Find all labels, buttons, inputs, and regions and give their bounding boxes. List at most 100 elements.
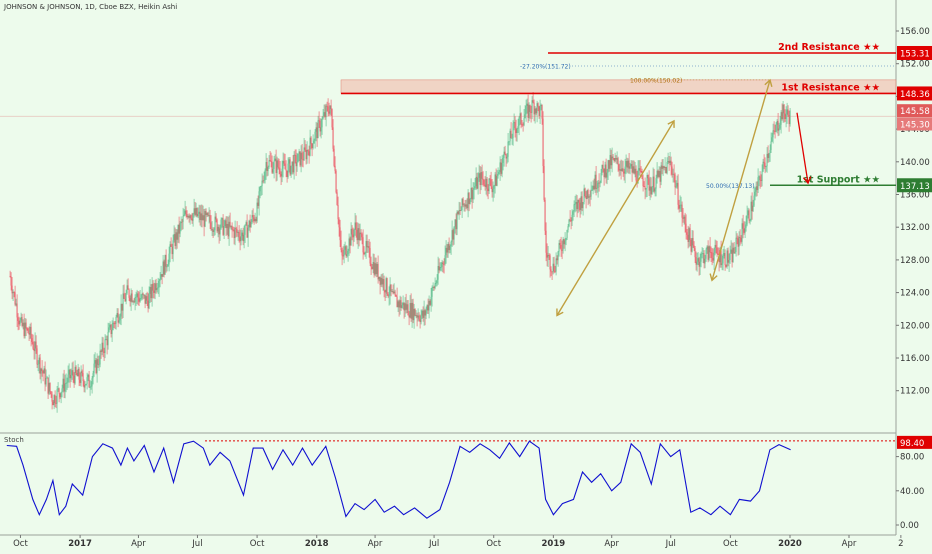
candle-body (304, 147, 306, 150)
candle-body (251, 215, 253, 222)
candle-body (593, 185, 595, 190)
candle-body (392, 290, 394, 294)
candle-body (381, 277, 383, 285)
candle-body (455, 219, 457, 230)
candle-body (63, 378, 65, 392)
candle-body (395, 295, 397, 297)
candle-body (98, 364, 100, 366)
candle-body (253, 217, 255, 222)
candle-body (559, 243, 561, 245)
candle-body (397, 301, 399, 308)
candle-body (282, 160, 284, 169)
candle-body (590, 190, 592, 197)
candle-body (594, 174, 596, 190)
projection-arrow (796, 112, 809, 184)
candle-body (312, 143, 314, 149)
projection-arrow-head (802, 176, 812, 185)
candle-body (582, 202, 584, 209)
candle-body (586, 190, 588, 200)
candle-body (115, 316, 117, 324)
candle-body (363, 252, 365, 255)
candle-body (66, 382, 68, 384)
candle-body (774, 130, 776, 132)
candle-body (579, 202, 581, 210)
candle-body (725, 265, 727, 267)
candle-body (667, 160, 669, 162)
candle-body (402, 302, 404, 306)
candle-body (698, 258, 700, 267)
candle-body (315, 127, 317, 132)
candle-body (781, 112, 783, 120)
candle-body (591, 189, 593, 191)
candle-body (656, 170, 658, 179)
candle-body (676, 182, 678, 187)
candles-group (9, 91, 791, 413)
candle-body (264, 170, 266, 181)
candle-body (515, 128, 517, 134)
candle-body (233, 229, 235, 239)
candle-body (769, 149, 771, 154)
candle-body (596, 187, 598, 189)
candle-body (709, 246, 711, 253)
candle-body (210, 222, 212, 230)
candle-body (288, 159, 290, 164)
candle-body (645, 188, 647, 190)
candle-body (246, 222, 248, 238)
candle-body (615, 158, 617, 160)
candle-body (746, 215, 748, 225)
candle-body (134, 297, 136, 303)
candle-body (255, 218, 257, 222)
candle-body (422, 310, 424, 318)
candle-body (456, 211, 458, 230)
candle-body (267, 167, 269, 172)
candle-body (173, 234, 175, 241)
candle-body (44, 368, 46, 385)
candle-body (471, 187, 473, 200)
candle-body (551, 271, 553, 273)
candle-body (335, 170, 337, 193)
candle-body (294, 154, 296, 156)
candle-body (352, 234, 354, 238)
candle-body (158, 281, 160, 288)
candle-body (328, 111, 330, 114)
candle-body (644, 186, 646, 190)
candle-body (775, 124, 777, 132)
candle-body (104, 339, 106, 353)
candle-body (67, 374, 69, 383)
candle-body (364, 252, 366, 255)
candle-body (652, 176, 654, 188)
candle-body (719, 250, 721, 263)
candle-body (768, 153, 770, 158)
time-tick-label: Jul (428, 539, 439, 549)
candle-body (439, 267, 441, 271)
candle-body (688, 228, 690, 242)
candle-body (634, 168, 636, 174)
candle-body (130, 293, 132, 302)
candle-body (710, 252, 712, 254)
candle-body (97, 359, 99, 365)
candle-body (416, 315, 418, 318)
candle-body (207, 213, 209, 216)
candle-body (193, 208, 195, 214)
candle-body (622, 168, 624, 172)
candle-body (716, 247, 718, 254)
candle-body (62, 378, 64, 389)
candle-body (218, 226, 220, 235)
candle-body (592, 185, 594, 190)
price-tick-label: 112.00 (900, 387, 930, 397)
level-price-tag-label: 148.36 (900, 90, 930, 100)
candle-body (272, 168, 274, 173)
candle-body (212, 229, 214, 232)
candle-body (787, 109, 789, 116)
candle-body (75, 366, 77, 373)
candle-body (581, 196, 583, 209)
candle-body (429, 300, 431, 305)
candle-body (216, 219, 218, 232)
candle-body (367, 246, 369, 248)
candle-body (564, 240, 566, 245)
time-tick-label: Apr (842, 539, 857, 549)
candle-body (340, 240, 342, 250)
candle-body (786, 109, 788, 115)
candle-body (369, 248, 371, 264)
candle-body (148, 293, 150, 309)
